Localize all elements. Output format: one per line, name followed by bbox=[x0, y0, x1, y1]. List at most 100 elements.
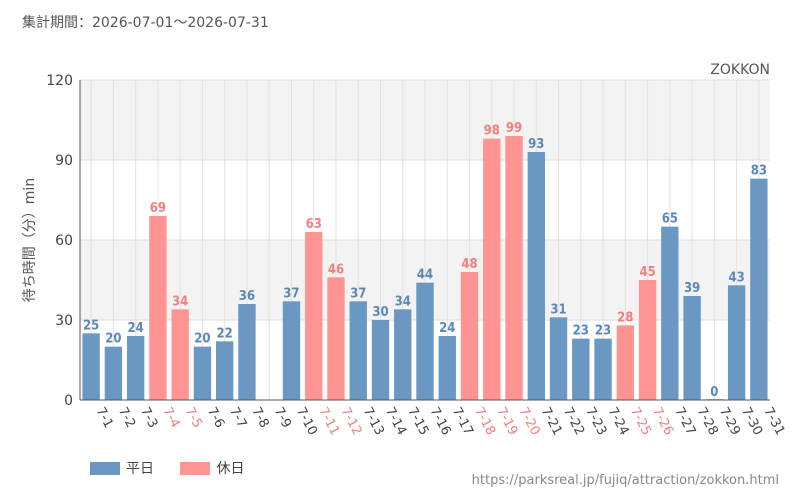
bar-value-label: 31 bbox=[550, 302, 566, 317]
bar-value-label: 65 bbox=[662, 212, 678, 227]
bar-7-1[interactable] bbox=[82, 333, 100, 400]
bar-value-labels: 25 20 24 69 34 20 22 36 37 63 46 37 30 34 44 24 48 98 99 93… bbox=[83, 121, 767, 400]
x-tick-label: 7-26 bbox=[649, 405, 676, 438]
x-tick-label: 7-10 bbox=[293, 405, 320, 438]
x-tick-label: 7-6 bbox=[204, 405, 227, 431]
bar-value-label: 37 bbox=[350, 286, 366, 301]
bar-value-label: 44 bbox=[417, 268, 433, 283]
bar-7-18[interactable] bbox=[460, 272, 479, 400]
chart-title: ZOKKON bbox=[710, 62, 770, 78]
x-tick-label: 7-14 bbox=[382, 405, 409, 438]
bar-7-2[interactable] bbox=[104, 346, 123, 400]
legend: 平日 休日 bbox=[90, 458, 266, 479]
x-tick-label: 7-24 bbox=[605, 405, 632, 438]
bar-7-8[interactable] bbox=[238, 304, 256, 400]
x-axis-ticks: 7-1 7-2 7-3 7-4 7-5 7-6 7-7 7-8 7-9 7-107-117-127… bbox=[93, 405, 788, 438]
bars bbox=[82, 136, 768, 400]
bar-7-19[interactable] bbox=[483, 138, 501, 400]
bar-value-label: 46 bbox=[328, 262, 344, 277]
bar-value-label: 20 bbox=[194, 332, 210, 347]
legend-swatch-holiday bbox=[180, 461, 211, 475]
x-tick-label: 7-23 bbox=[582, 405, 609, 438]
bar-value-label: 24 bbox=[128, 321, 144, 336]
bar-value-label: 22 bbox=[217, 326, 233, 341]
bar-7-23[interactable] bbox=[572, 338, 590, 400]
y-axis-ticks: 0 30 60 90 120 bbox=[46, 73, 73, 409]
bar-7-25[interactable] bbox=[616, 325, 635, 400]
bar-7-28[interactable] bbox=[683, 296, 701, 400]
bar-7-10[interactable] bbox=[282, 301, 301, 400]
x-tick-label: 7-3 bbox=[137, 405, 160, 431]
bar-7-14[interactable] bbox=[371, 320, 390, 400]
bar-value-label: 25 bbox=[83, 318, 99, 333]
x-tick-label: 7-5 bbox=[182, 405, 205, 431]
legend-item-holiday[interactable]: 休日 bbox=[180, 458, 244, 478]
bar-value-label: 36 bbox=[239, 289, 255, 304]
bar-value-label: 0 bbox=[710, 385, 718, 400]
bar-7-4[interactable] bbox=[149, 216, 167, 400]
bar-7-3[interactable] bbox=[126, 336, 145, 400]
bar-7-22[interactable] bbox=[549, 317, 568, 400]
bar-value-label: 99 bbox=[506, 121, 522, 136]
bar-value-label: 45 bbox=[639, 265, 655, 280]
bar-value-label: 98 bbox=[484, 124, 500, 139]
bar-value-label: 30 bbox=[372, 305, 388, 320]
x-tick-label: 7-4 bbox=[159, 405, 182, 431]
bar-value-label: 39 bbox=[684, 281, 700, 296]
x-tick-label: 7-25 bbox=[627, 405, 654, 438]
period-label: 集計期間：2026-07-01〜2026-07-31 bbox=[22, 15, 269, 31]
bar-value-label: 23 bbox=[595, 324, 611, 339]
y-tick-label: 90 bbox=[55, 153, 73, 169]
x-tick-label: 7-20 bbox=[516, 405, 543, 438]
x-tick-label: 7-31 bbox=[760, 405, 787, 438]
bar-7-7[interactable] bbox=[215, 341, 234, 400]
bar-value-label: 37 bbox=[283, 286, 299, 301]
x-tick-label: 7-13 bbox=[360, 405, 387, 438]
x-tick-label: 7-7 bbox=[226, 405, 249, 431]
bar-7-11[interactable] bbox=[305, 232, 323, 400]
x-tick-label: 7-29 bbox=[716, 405, 743, 438]
bar-7-24[interactable] bbox=[594, 338, 612, 400]
x-tick-label: 7-30 bbox=[738, 405, 765, 438]
y-axis-label: 待ち時間（分）min bbox=[22, 178, 38, 302]
y-tick-label: 120 bbox=[46, 73, 73, 89]
legend-label-holiday: 休日 bbox=[216, 461, 245, 477]
x-tick-label: 7-8 bbox=[248, 405, 271, 431]
x-tick-label: 7-15 bbox=[404, 405, 431, 438]
bar-7-27[interactable] bbox=[661, 226, 679, 400]
bar-value-label: 34 bbox=[172, 294, 188, 309]
bar-7-21[interactable] bbox=[527, 152, 545, 400]
bar-7-12[interactable] bbox=[327, 277, 345, 400]
bar-value-label: 34 bbox=[395, 294, 411, 309]
bar-value-label: 63 bbox=[306, 217, 322, 232]
x-tick-label: 7-28 bbox=[694, 405, 721, 438]
bar-7-26[interactable] bbox=[638, 280, 657, 400]
bar-value-label: 48 bbox=[461, 257, 477, 272]
bar-value-label: 23 bbox=[573, 324, 589, 339]
bar-7-17[interactable] bbox=[438, 336, 456, 400]
bar-7-30[interactable] bbox=[727, 285, 746, 400]
bar-7-20[interactable] bbox=[505, 136, 523, 400]
bar-7-13[interactable] bbox=[349, 301, 367, 400]
bar-7-15[interactable] bbox=[394, 309, 412, 400]
x-tick-label: 7-16 bbox=[426, 405, 453, 438]
bar-7-16[interactable] bbox=[416, 282, 434, 400]
bar-value-label: 83 bbox=[751, 164, 767, 179]
x-tick-label: 7-21 bbox=[538, 405, 565, 438]
bar-value-label: 28 bbox=[617, 310, 633, 325]
bar-value-label: 43 bbox=[728, 270, 744, 285]
x-tick-label: 7-22 bbox=[560, 405, 587, 438]
x-tick-label: 7-11 bbox=[315, 405, 342, 438]
bar-7-5[interactable] bbox=[171, 309, 189, 400]
x-tick-label: 7-19 bbox=[493, 405, 520, 438]
x-tick-label: 7-27 bbox=[671, 405, 698, 438]
bar-value-label: 69 bbox=[150, 201, 166, 216]
x-tick-label: 7-9 bbox=[271, 405, 294, 431]
bar-7-6[interactable] bbox=[193, 346, 212, 400]
y-tick-label: 30 bbox=[55, 313, 73, 329]
bar-7-31[interactable] bbox=[750, 178, 768, 400]
bar-value-label: 24 bbox=[439, 321, 455, 336]
x-tick-label: 7-2 bbox=[115, 405, 138, 431]
legend-item-weekday[interactable]: 平日 bbox=[90, 458, 154, 478]
